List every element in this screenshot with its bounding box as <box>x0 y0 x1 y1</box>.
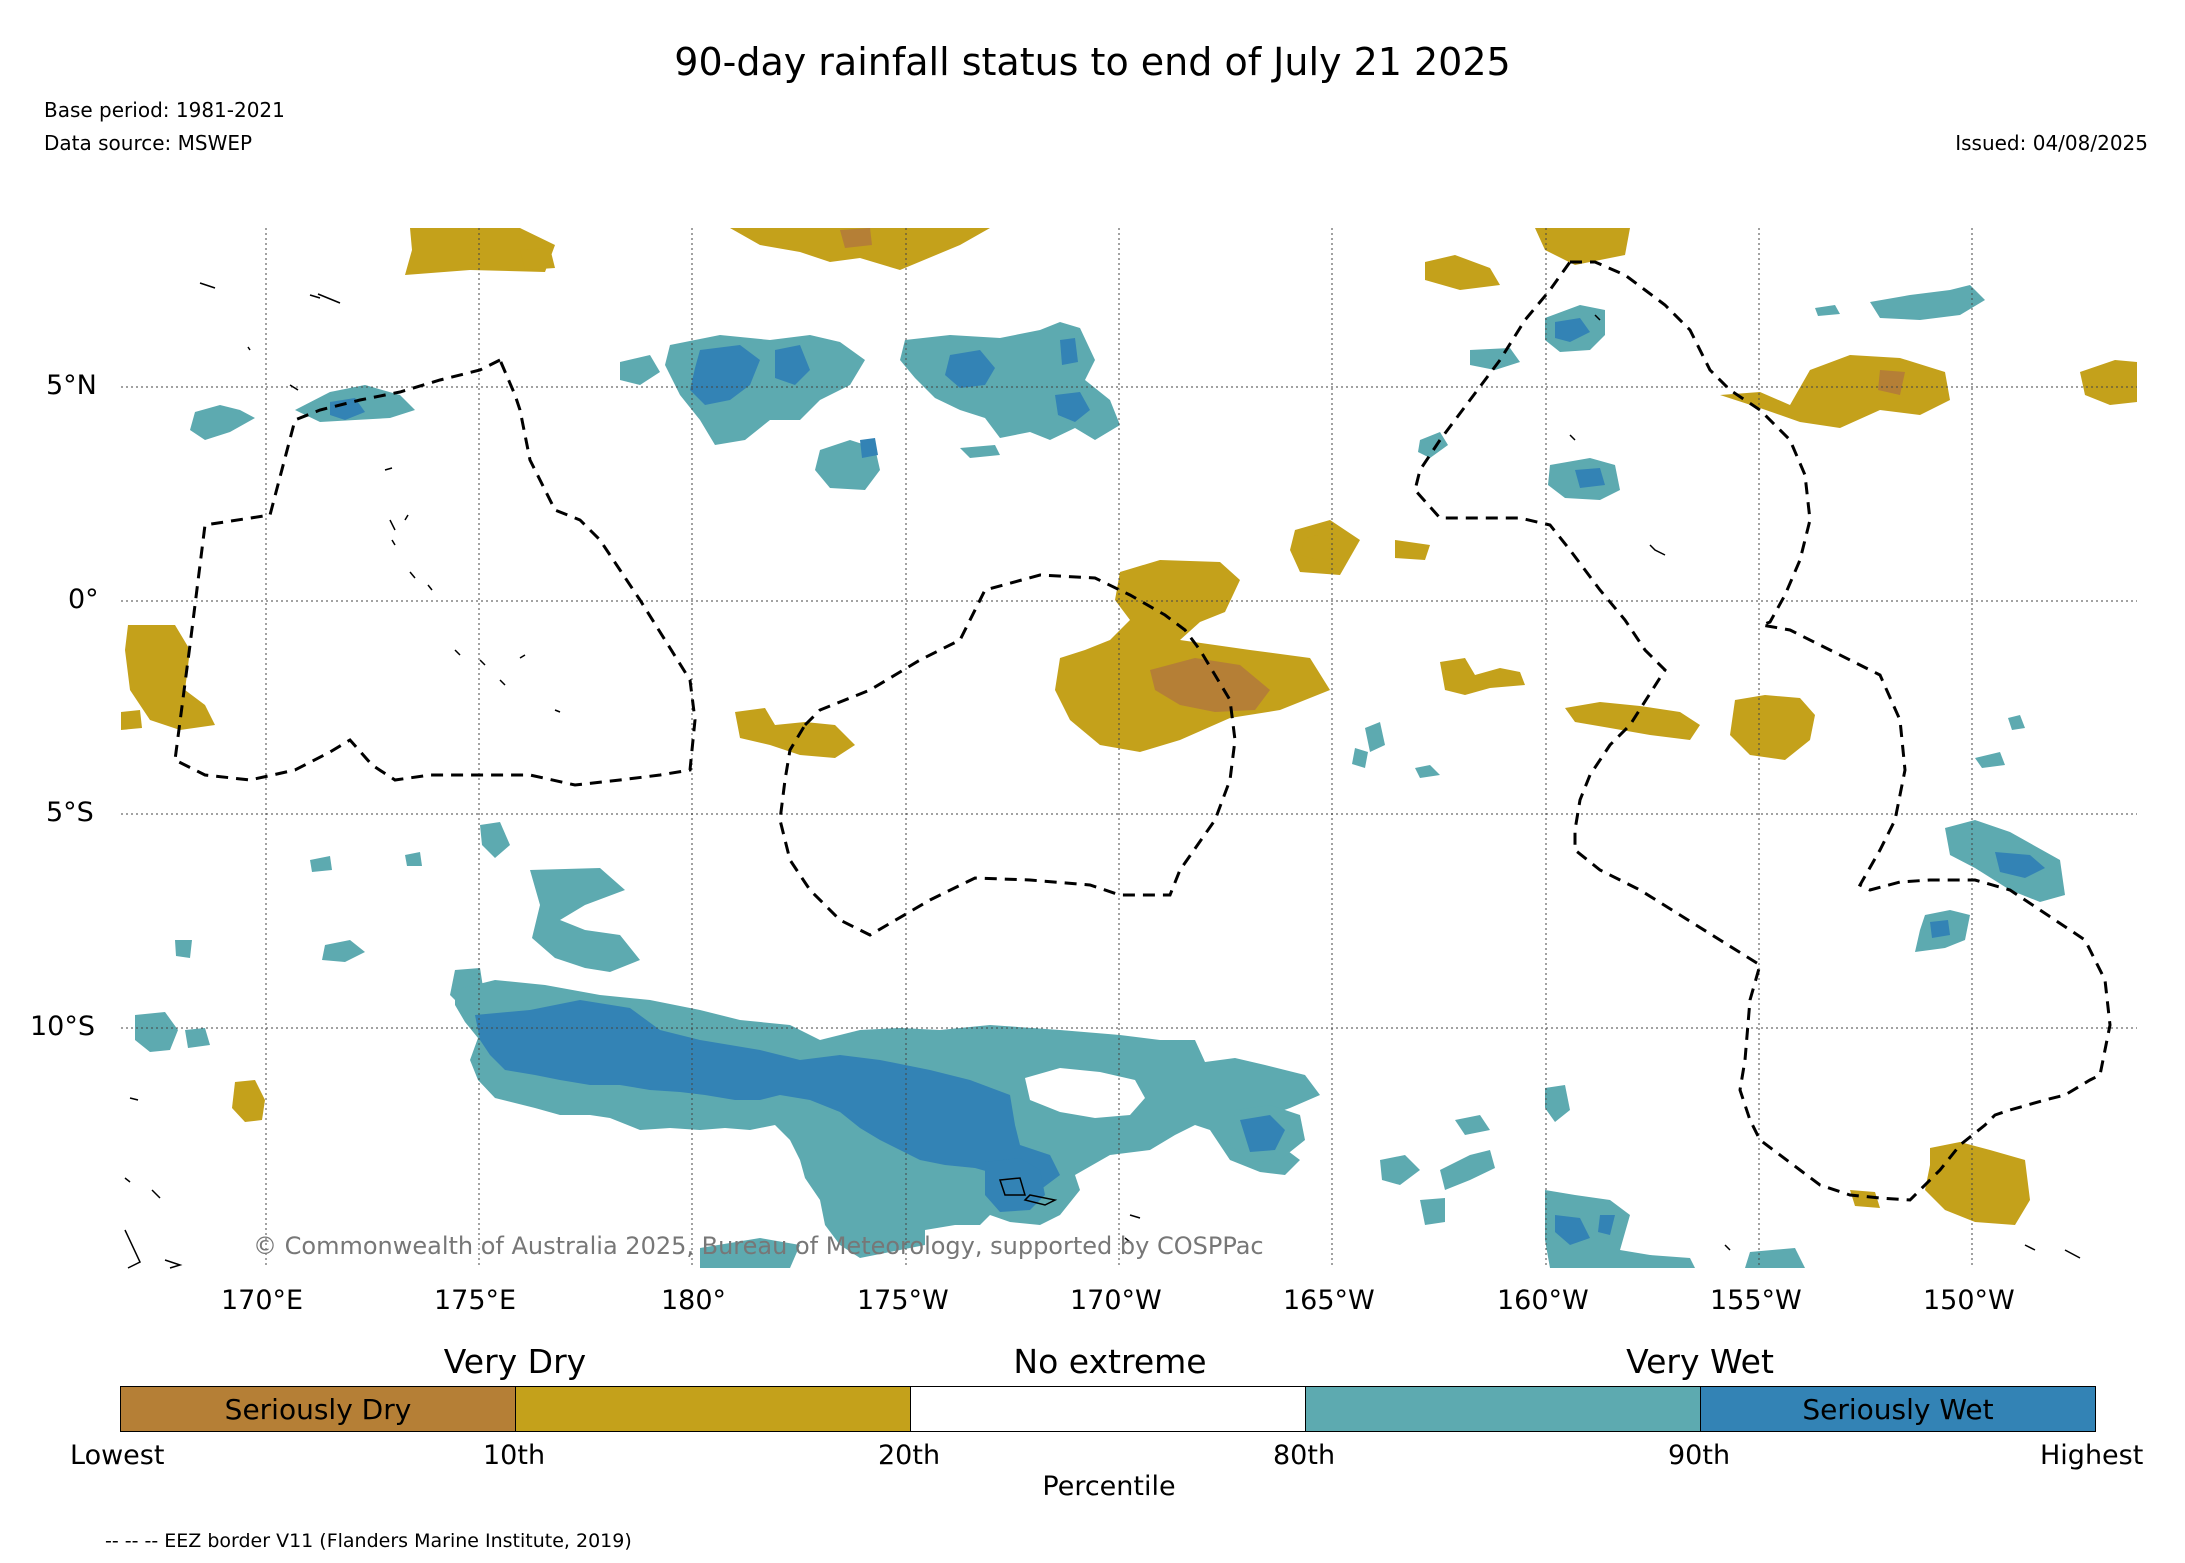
lat-tick-5n: 5°N <box>46 370 97 401</box>
legend-very-wet: Very Wet <box>1626 1342 1774 1381</box>
colorbar-seriously-dry: Seriously Dry <box>121 1387 516 1431</box>
colorbar-seriously-wet: Seriously Wet <box>1701 1387 2095 1431</box>
colorbar-very-dry <box>516 1387 911 1431</box>
lat-tick-5s: 5°S <box>46 797 94 828</box>
lon-tick-170e: 170°E <box>221 1285 304 1316</box>
lat-tick-10s: 10°S <box>30 1011 95 1042</box>
seriously-wet-areas <box>330 318 2045 1245</box>
legend-very-dry: Very Dry <box>443 1342 587 1381</box>
lat-tick-0: 0° <box>68 584 99 615</box>
legend-no-extreme: No extreme <box>1013 1342 1207 1381</box>
eez-borders <box>173 260 2112 1202</box>
eez-border-note: -- -- -- EEZ border V11 (Flanders Marine… <box>105 1530 632 1552</box>
colorbar-tick-90th: 90th <box>1668 1440 1731 1471</box>
map-title: 90-day rainfall status to end of July 21… <box>674 40 1511 84</box>
lon-tick-165w: 165°W <box>1283 1285 1375 1316</box>
issued-date-label: Issued: 04/08/2025 <box>1955 131 2148 155</box>
lon-tick-175w: 175°W <box>857 1285 949 1316</box>
colorbar-tick-lowest: Lowest <box>70 1440 165 1471</box>
lon-tick-170w: 170°W <box>1070 1285 1162 1316</box>
data-source-label: Data source: MSWEP <box>44 131 253 155</box>
colorbar-tick-10th: 10th <box>483 1440 546 1471</box>
copyright-notice: © Commonwealth of Australia 2025, Bureau… <box>253 1232 1264 1260</box>
base-period-label: Base period: 1981-2021 <box>44 98 285 122</box>
seriously-dry-areas <box>840 228 1905 712</box>
colorbar-tick-20th: 20th <box>878 1440 941 1471</box>
colorbar-tick-80th: 80th <box>1273 1440 1336 1471</box>
graticule <box>121 228 2137 1268</box>
colorbar-tick-highest: Highest <box>2040 1440 2144 1471</box>
lon-tick-180: 180° <box>661 1285 727 1316</box>
colorbar-very-wet <box>1306 1387 1701 1431</box>
rainfall-anomaly-fields <box>121 228 2137 1268</box>
colorbar-axis-label: Percentile <box>1042 1471 1176 1502</box>
lon-tick-150w: 150°W <box>1923 1285 2015 1316</box>
lon-tick-175e: 175°E <box>434 1285 517 1316</box>
island-coastlines <box>124 282 2081 1269</box>
colorbar-no-extreme <box>911 1387 1306 1431</box>
percentile-colorbar: Seriously Dry Seriously Wet <box>120 1386 2096 1432</box>
lon-tick-160w: 160°W <box>1497 1285 1589 1316</box>
lon-tick-155w: 155°W <box>1710 1285 1802 1316</box>
